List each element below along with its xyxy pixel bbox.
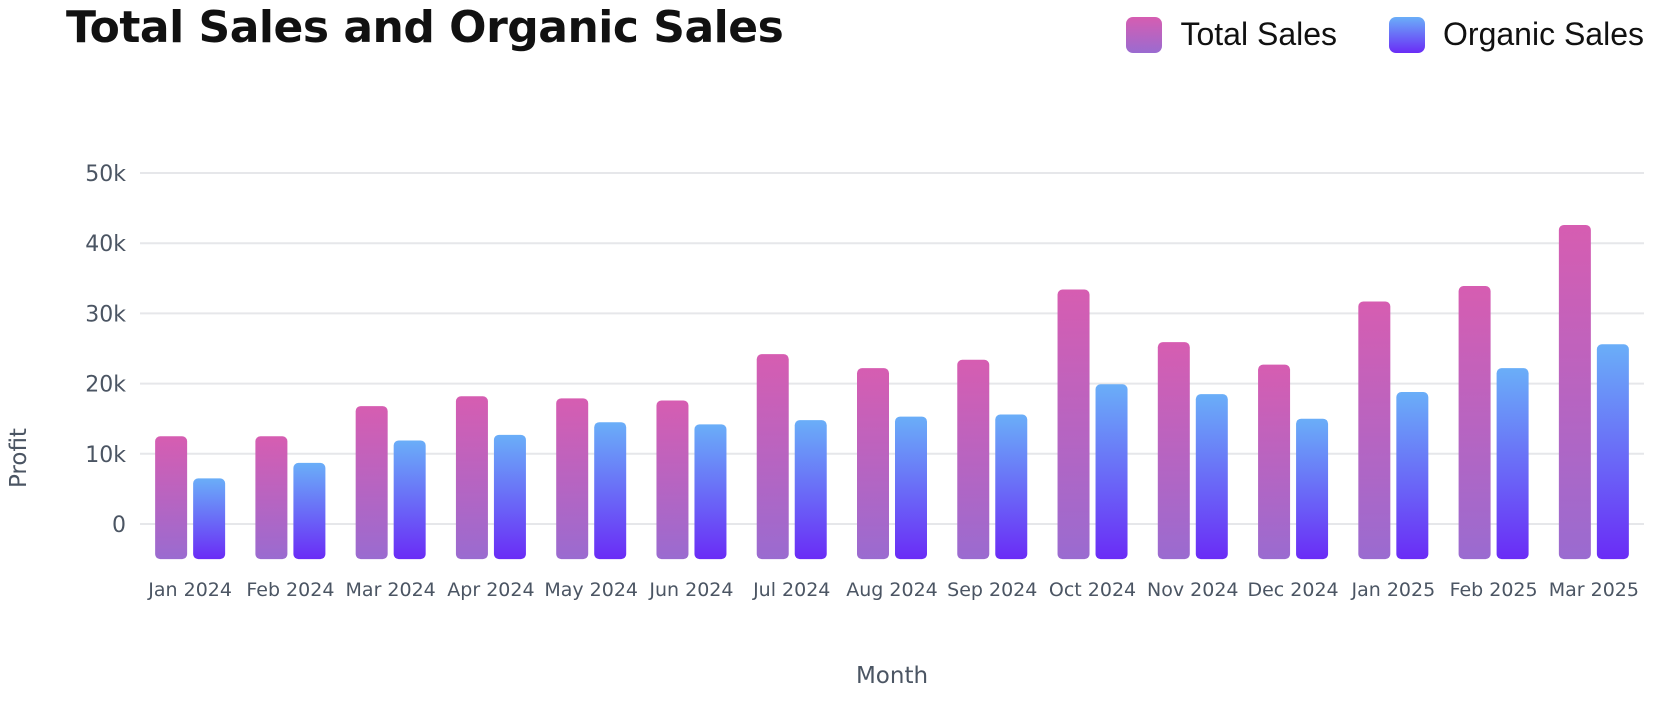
bar-organic-sales[interactable] bbox=[1195, 394, 1228, 560]
bar-total-sales[interactable] bbox=[455, 396, 488, 560]
x-tick-label: Dec 2024 bbox=[1247, 579, 1338, 601]
legend-item-organic-sales[interactable]: Organic Sales bbox=[1389, 16, 1644, 53]
bar-organic-sales[interactable] bbox=[594, 422, 627, 560]
x-tick-label: May 2024 bbox=[544, 579, 638, 601]
bars bbox=[155, 224, 1629, 560]
bar-total-sales[interactable] bbox=[756, 354, 789, 560]
x-axis-ticks: Jan 2024 Feb 2024 Mar 2024 Apr 2024 May 2024… bbox=[147, 579, 1639, 601]
bar-total-sales[interactable] bbox=[656, 400, 689, 560]
bar-organic-sales[interactable] bbox=[895, 416, 927, 560]
y-tick-label: 10k bbox=[85, 443, 126, 468]
x-tick-label: Jul 2024 bbox=[752, 579, 830, 601]
y-tick-label: 40k bbox=[85, 232, 126, 257]
bar-total-sales[interactable] bbox=[255, 436, 288, 560]
legend-label-total-sales: Total Sales bbox=[1180, 16, 1338, 52]
x-tick-label: Mar 2025 bbox=[1549, 579, 1639, 601]
y-axis-ticks: 0 10k 20k 30k 40k 50k bbox=[85, 162, 126, 538]
x-tick-label: Aug 2024 bbox=[846, 579, 938, 601]
x-tick-label: Jan 2025 bbox=[1350, 579, 1435, 601]
x-tick-label: Feb 2025 bbox=[1450, 579, 1538, 601]
x-tick-label: Apr 2024 bbox=[447, 579, 534, 601]
x-tick-label: Jan 2024 bbox=[147, 579, 232, 601]
y-tick-label: 50k bbox=[85, 162, 126, 187]
y-tick-label: 20k bbox=[85, 373, 126, 398]
bar-total-sales[interactable] bbox=[857, 368, 889, 560]
bar-organic-sales[interactable] bbox=[1396, 392, 1429, 560]
bar-total-sales[interactable] bbox=[1258, 364, 1291, 560]
x-tick-label: Sep 2024 bbox=[947, 579, 1037, 601]
bar-total-sales[interactable] bbox=[155, 436, 188, 560]
bar-organic-sales[interactable] bbox=[794, 420, 827, 560]
legend: Total Sales Organic Sales bbox=[1126, 16, 1644, 53]
y-tick-label: 30k bbox=[85, 302, 126, 327]
x-tick-label: Jun 2024 bbox=[648, 579, 733, 601]
bar-organic-sales[interactable] bbox=[995, 414, 1028, 560]
bar-total-sales[interactable] bbox=[1157, 342, 1190, 560]
bar-organic-sales[interactable] bbox=[694, 424, 727, 560]
y-axis-label: Profit bbox=[6, 428, 32, 488]
legend-item-total-sales[interactable]: Total Sales bbox=[1126, 16, 1337, 53]
bar-total-sales[interactable] bbox=[556, 398, 589, 560]
x-tick-label: Nov 2024 bbox=[1147, 579, 1238, 601]
chart-title: Total Sales and Organic Sales bbox=[66, 2, 784, 53]
bar-organic-sales[interactable] bbox=[1095, 384, 1128, 560]
bar-total-sales[interactable] bbox=[1558, 224, 1591, 560]
x-tick-label: Mar 2024 bbox=[346, 579, 436, 601]
x-tick-label: Oct 2024 bbox=[1049, 579, 1136, 601]
y-tick-label: 0 bbox=[112, 513, 126, 538]
bar-organic-sales[interactable] bbox=[1596, 344, 1629, 560]
grid-lines bbox=[140, 172, 1644, 525]
bar-organic-sales[interactable] bbox=[493, 434, 526, 560]
bar-total-sales[interactable] bbox=[1358, 301, 1391, 560]
x-tick-label: Feb 2024 bbox=[246, 579, 334, 601]
bar-total-sales[interactable] bbox=[1057, 289, 1090, 560]
legend-label-organic-sales: Organic Sales bbox=[1443, 16, 1644, 52]
bar-organic-sales[interactable] bbox=[193, 478, 226, 560]
bar-total-sales[interactable] bbox=[355, 406, 388, 560]
legend-swatch-total-sales bbox=[1126, 16, 1163, 53]
bar-organic-sales[interactable] bbox=[1296, 418, 1329, 560]
legend-swatch-organic-sales bbox=[1389, 16, 1426, 53]
x-axis-label: Month bbox=[856, 663, 928, 689]
bar-total-sales[interactable] bbox=[1458, 286, 1491, 560]
bar-organic-sales[interactable] bbox=[293, 462, 326, 560]
bar-organic-sales[interactable] bbox=[393, 440, 426, 560]
bar-total-sales[interactable] bbox=[957, 359, 990, 560]
bar-organic-sales[interactable] bbox=[1496, 368, 1529, 560]
